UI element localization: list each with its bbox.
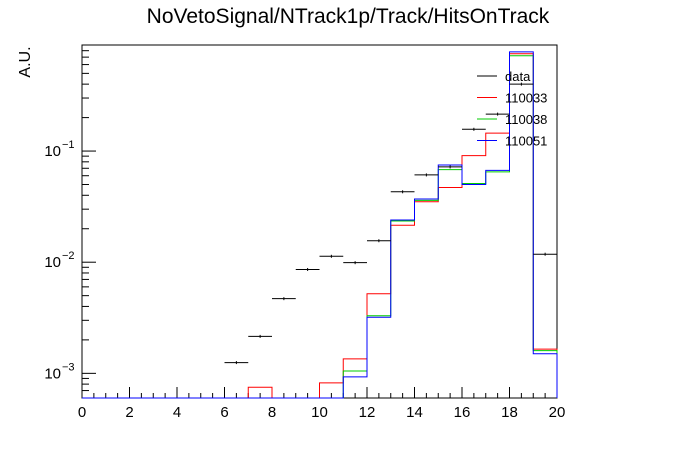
y-tick-label: 10: [44, 254, 61, 271]
x-tick-label: 16: [454, 404, 471, 421]
y-tick-label-exponent: −1: [62, 139, 75, 151]
x-tick-label: 8: [268, 404, 276, 421]
y-tick-label-exponent: −3: [62, 361, 75, 373]
x-tick-label: 0: [78, 404, 86, 421]
x-tick-label: 12: [359, 404, 376, 421]
x-tick-label: 2: [125, 404, 133, 421]
x-tick-label: 10: [311, 404, 328, 421]
legend-label-110038: 110038: [505, 112, 547, 127]
series-110033-line: [82, 53, 558, 399]
series-110038-line: [82, 55, 558, 399]
x-tick-label: 20: [549, 404, 566, 421]
y-tick-label: 10: [44, 365, 61, 382]
y-tick-label: 10: [44, 143, 61, 160]
legend-label-data: data: [505, 69, 531, 84]
y-tick-label-exponent: −2: [62, 250, 75, 262]
y-axis-label: A.U.: [17, 46, 34, 77]
x-tick-label: 6: [220, 404, 228, 421]
chart-title: NoVetoSignal/NTrack1p/Track/HitsOnTrack: [147, 5, 550, 28]
x-tick-label: 18: [501, 404, 518, 421]
x-tick-label: 14: [406, 404, 423, 421]
x-tick-label: 4: [173, 404, 181, 421]
legend-label-110051: 110051: [505, 134, 547, 149]
legend-label-110033: 110033: [505, 91, 547, 106]
series-110051-line: [82, 51, 558, 399]
